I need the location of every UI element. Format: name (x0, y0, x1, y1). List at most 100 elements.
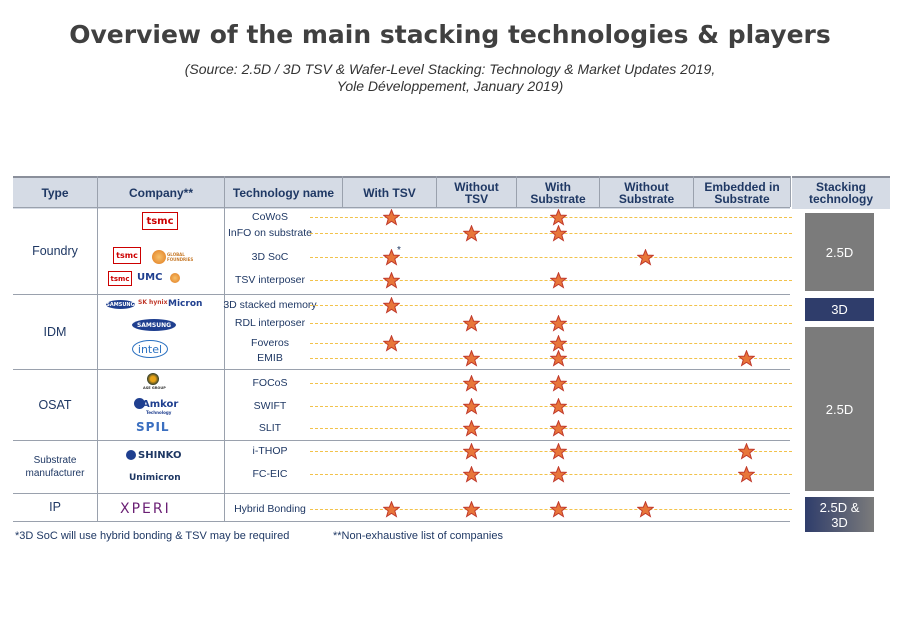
header-embedded-l1: Embedded in (704, 179, 780, 194)
star-icon (463, 420, 480, 437)
sk-hynix-logo: SK hynix (138, 299, 168, 306)
star-icon (550, 335, 567, 352)
star-icon (383, 209, 400, 226)
samsung-logo-small: SAMSUNG (106, 300, 135, 309)
source-citation: (Source: 2.5D / 3D TSV & Wafer-Level Sta… (0, 61, 900, 95)
row-guide-line (310, 280, 792, 281)
footnote-soc: *3D SoC will use hybrid bonding & TSV ma… (15, 530, 290, 542)
header-with-tsv: With TSV (363, 185, 416, 200)
table-header (13, 176, 790, 209)
type-substrate-l2: manufacturer (25, 468, 85, 479)
star-icon (550, 398, 567, 415)
row-guide-line (310, 474, 792, 475)
row-guide-line (310, 217, 792, 218)
star-icon (463, 501, 480, 518)
star-icon (463, 315, 480, 332)
header-without-tsv-l1: Without (454, 179, 499, 194)
footnote-companies: **Non-exhaustive list of companies (333, 530, 503, 542)
row-sep-header (13, 207, 790, 208)
star-icon (550, 501, 567, 518)
row-guide-line (310, 451, 792, 452)
stacking-box-2-5d-3d-l2: 3D (831, 514, 848, 530)
umc-logo: UMC (137, 272, 163, 283)
tsmc-logo-tiny: tsmc (108, 271, 132, 286)
row-sep-ip (13, 521, 790, 522)
technology-label: SWIFT (253, 400, 287, 412)
type-idm: IDM (43, 324, 67, 339)
star-icon (738, 443, 755, 460)
technology-label: CoWoS (252, 211, 288, 223)
row-guide-line (310, 233, 792, 234)
col-sep-withouttsv (516, 176, 517, 207)
row-guide-line (310, 406, 792, 407)
star-icon (383, 297, 400, 314)
star-icon (383, 501, 400, 518)
header-with-substrate: With Substrate (517, 178, 599, 207)
star-icon (550, 375, 567, 392)
technology-label: FOCoS (252, 377, 288, 389)
header-with-substrate-l2: Substrate (530, 191, 586, 206)
star-icon (550, 209, 567, 226)
row-guide-line (310, 509, 792, 510)
star-icon (550, 315, 567, 332)
row-guide-line (310, 358, 792, 359)
star-icon (637, 249, 654, 266)
technology-label: RDL interposer (234, 317, 306, 329)
star-icon (463, 225, 480, 242)
type-foundry: Foundry (32, 243, 78, 258)
star-icon (550, 420, 567, 437)
globalfoundries-logo: GLOBAL FOUNDRIES (167, 252, 194, 262)
unimicron-logo: Unimicron (129, 473, 181, 483)
col-sep-withsub (599, 176, 600, 207)
amkor-icon (134, 398, 145, 409)
type-osat: OSAT (38, 397, 72, 412)
stacking-box-3d: 3D (805, 298, 874, 321)
amkor-logo-sub: Technology (146, 410, 172, 415)
header-embedded: Embedded in Substrate (694, 178, 790, 207)
globalfoundries-icon (152, 250, 166, 264)
technology-label: Foveros (251, 337, 289, 349)
shinko-icon (126, 450, 136, 460)
star-icon (463, 443, 480, 460)
stacking-header (792, 176, 890, 209)
col-sep-type (97, 176, 98, 521)
row-sep-foundry (13, 294, 790, 295)
technology-label: FC-EIC (252, 468, 288, 480)
header-stacking-l1: Stacking (815, 179, 866, 194)
stacking-box-2-5d-main: 2.5D (805, 327, 874, 491)
source-line-2: Yole Développement, January 2019) (336, 78, 564, 94)
micron-logo: Micron (168, 299, 203, 309)
col-sep-tech (342, 176, 343, 207)
header-without-substrate-l2: Substrate (618, 191, 675, 206)
ase-logo-text: ASE GROUP (143, 386, 166, 390)
col-sep-company (224, 176, 225, 521)
row-guide-line (310, 428, 792, 429)
row-sep-substrate (13, 493, 790, 494)
star-icon (550, 466, 567, 483)
header-with-substrate-l1: With (545, 179, 571, 194)
stacking-box-2-5d-3d-l1: 2.5D & (819, 499, 860, 515)
row-guide-line (310, 305, 792, 306)
star-icon (463, 398, 480, 415)
star-icon (383, 272, 400, 289)
header-stacking: Stacking technology (792, 178, 890, 207)
shinko-logo: SHINKO (138, 450, 182, 461)
star-icon (463, 350, 480, 367)
tsmc-logo: tsmc (142, 212, 178, 230)
star-icon (550, 272, 567, 289)
header-stacking-l2: technology (808, 191, 873, 206)
technology-label: EMIB (257, 352, 283, 364)
type-substrate-manufacturer: Substrate manufacturer (13, 441, 97, 493)
row-guide-line (310, 343, 792, 344)
col-sep-withtsv (436, 176, 437, 207)
soc-asterisk: * (397, 245, 401, 256)
technology-label: TSV interposer (234, 274, 306, 286)
star-icon (738, 466, 755, 483)
header-type: Type (41, 185, 69, 200)
star-icon (383, 335, 400, 352)
technology-label: SLIT (258, 422, 282, 434)
technology-label: i-THOP (252, 445, 288, 457)
source-line-1: (Source: 2.5D / 3D TSV & Wafer-Level Sta… (184, 61, 716, 77)
col-sep-embedded (790, 176, 791, 207)
col-sep-withoutsub (693, 176, 694, 207)
